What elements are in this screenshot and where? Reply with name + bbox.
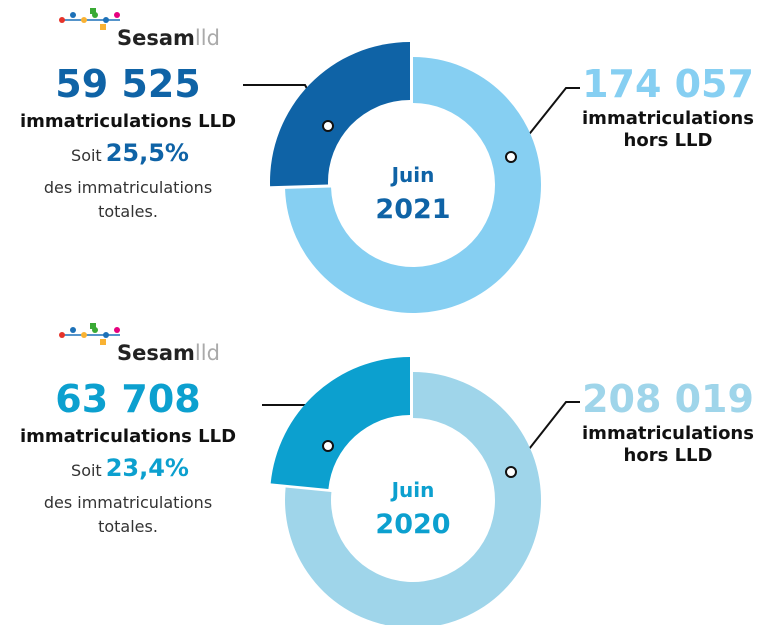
donut-segment [270,357,410,490]
center-year: 2021 [375,194,451,225]
leader-dot [322,440,334,452]
logo: Sesamlld [117,28,220,49]
share-text: totales. [98,202,158,221]
share-value: 23,4% [105,454,189,482]
donut-segment [269,42,410,187]
logo-dot [90,8,96,14]
center-year: 2020 [375,509,451,540]
share-text: totales. [98,517,158,536]
donut-segment [285,57,541,313]
logo-dot [70,12,76,18]
value-label: 208 019 [582,377,754,421]
logo-dot [103,332,109,338]
center-month: Juin [391,163,435,187]
logo: Sesamlld [117,343,220,364]
logo-dot [70,327,76,333]
logo-dot [81,17,87,23]
leader-dot [505,151,517,163]
logo-dot [59,332,65,338]
category-label: immatriculations LLD [19,426,237,447]
logo-dot [90,323,96,329]
logo-dot [81,332,87,338]
logo-suffix: lld [194,26,220,50]
center-month: Juin [391,478,435,502]
value-label: 174 057 [582,62,754,106]
logo-brand: Sesam [117,341,195,365]
share-value: 25,5% [105,139,189,167]
logo-brand: Sesam [117,26,195,50]
logo-dot [114,12,120,18]
value-label: 59 525 [55,62,201,106]
logo-dot [100,24,106,30]
category-label: immatriculations LLD [19,111,237,132]
category-label: immatriculations hors LLD [582,423,754,466]
share-intro: Soit [71,146,102,165]
logo-dot [114,327,120,333]
share: Soit 25,5% [71,141,189,165]
share-intro: Soit [71,461,102,480]
logo-dot [59,17,65,23]
leader-dot [505,466,517,478]
share-text: des immatriculations [43,493,213,512]
logo-suffix: lld [194,341,220,365]
share: Soit 23,4% [71,456,189,480]
donut-segment [285,372,541,625]
category-label: immatriculations hors LLD [582,108,754,151]
leader-dot [322,120,334,132]
logo-dot [100,339,106,345]
share-text: des immatriculations [43,178,213,197]
logo-dot [103,17,109,23]
value-label: 63 708 [55,377,201,421]
